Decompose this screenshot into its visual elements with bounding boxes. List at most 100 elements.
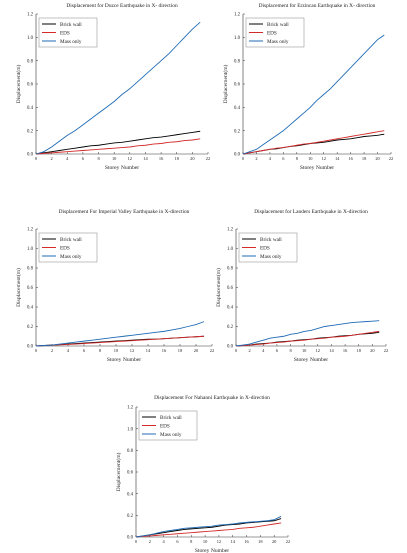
x-tick-label: 10 (302, 348, 307, 353)
x-tick-label: 10 (114, 348, 119, 353)
x-tick-label: 18 (258, 539, 263, 544)
legend-label: EDS (260, 245, 270, 251)
x-axis-label: Storey Number (105, 165, 139, 171)
x-tick-label: 2 (51, 156, 53, 161)
x-tick-label: 0 (235, 348, 238, 353)
x-tick-label: 22 (384, 348, 388, 353)
y-tick-label: 0.4 (227, 306, 234, 311)
legend-label: Brick wall (160, 415, 182, 421)
y-tick-label: 0.2 (27, 325, 34, 330)
y-tick-label: 1.0 (127, 427, 134, 432)
legend-label: EDS (60, 245, 70, 251)
y-tick-label: 0.4 (27, 306, 34, 311)
legend: Brick wall EDS Mass only (245, 17, 305, 48)
x-tick-label: 10 (308, 156, 313, 161)
x-tick-label: 20 (370, 348, 375, 353)
x-tick-label: 16 (159, 156, 164, 161)
x-tick-label: 8 (289, 348, 292, 353)
x-tick-label: 22 (210, 348, 214, 353)
x-axis-label: Storey Number (195, 548, 229, 553)
x-tick-label: 4 (66, 156, 69, 161)
series-line-eds (35, 335, 205, 347)
y-tick-label: 0.6 (27, 286, 34, 291)
chart-title: Displacement For Nahanni Earthquake in X… (154, 395, 270, 401)
series-line-eds (235, 330, 380, 347)
y-axis-label: Displacement(m) (115, 452, 122, 491)
y-tick-label: 0.6 (234, 83, 241, 88)
y-tick-label: 0.0 (234, 153, 241, 158)
y-tick-label: 0.6 (27, 83, 34, 88)
x-tick-label: 4 (163, 539, 166, 544)
x-axis-label: Storey Number (107, 357, 141, 363)
series-line-mass-only (35, 321, 205, 347)
chart-panel-4: Displacement for Landers Earthquake in X… (215, 208, 388, 363)
y-tick-label: 0.0 (27, 153, 34, 158)
x-tick-label: 2 (249, 348, 251, 353)
x-tick-label: 4 (269, 156, 272, 161)
x-tick-label: 2 (149, 539, 151, 544)
x-tick-label: 4 (262, 348, 265, 353)
legend: Brick wall EDS Mass only (238, 232, 298, 263)
legend-label: Brick wall (267, 22, 289, 28)
chart-title: Displacement for Landers Earthquake in X… (254, 208, 368, 215)
y-tick-label: 0.8 (227, 267, 234, 272)
y-tick-label: 0.6 (127, 471, 134, 476)
x-tick-label: 14 (143, 156, 148, 161)
legend: Brick wall EDS Mass only (38, 17, 98, 48)
series-line-mass-only (242, 34, 385, 155)
x-tick-label: 18 (357, 348, 362, 353)
y-tick-label: 0.0 (27, 345, 34, 350)
x-tick-label: 6 (82, 156, 85, 161)
x-axis-label: Storey Number (300, 165, 334, 171)
x-tick-label: 16 (244, 539, 249, 544)
x-tick-label: 12 (130, 348, 134, 353)
y-tick-label: 1.2 (227, 228, 234, 233)
legend-label: Mass only (267, 39, 289, 45)
legend-label: Mass only (160, 432, 182, 438)
chart-title: Displacement for Erzincan Earthquake in … (259, 2, 376, 9)
x-tick-label: 8 (97, 156, 100, 161)
y-tick-label: 0.4 (27, 106, 34, 111)
x-tick-label: 18 (362, 156, 367, 161)
y-tick-label: 0.2 (27, 129, 34, 134)
x-tick-label: 10 (203, 539, 208, 544)
legend-label: Brick wall (60, 22, 82, 28)
y-tick-label: 1.0 (234, 36, 241, 41)
chart-panel-5: Displacement For Nahanni Earthquake in X… (115, 395, 290, 553)
x-tick-label: 14 (329, 348, 334, 353)
y-axis-label: Displacement(m) (15, 268, 22, 307)
y-tick-label: 1.0 (27, 247, 34, 252)
legend-label: Brick wall (60, 237, 82, 243)
x-tick-label: 22 (206, 156, 210, 161)
x-tick-label: 6 (282, 156, 285, 161)
x-tick-label: 14 (335, 156, 340, 161)
x-tick-label: 22 (286, 539, 290, 544)
chart-title: Displacement for Duzce Earthquake in X- … (66, 2, 178, 9)
x-tick-label: 6 (276, 348, 279, 353)
y-tick-label: 0.2 (227, 325, 234, 330)
x-tick-label: 2 (255, 156, 257, 161)
y-tick-label: 1.2 (127, 406, 134, 411)
x-tick-label: 0 (242, 156, 245, 161)
x-tick-label: 18 (175, 156, 180, 161)
series-line-brick-wall (35, 130, 201, 155)
x-tick-label: 0 (35, 348, 38, 353)
legend: Brick wall EDS Mass only (38, 232, 98, 263)
legend-label: Mass only (60, 254, 82, 260)
series-line-brick-wall (135, 518, 282, 538)
y-tick-label: 0.2 (234, 129, 241, 134)
x-tick-label: 10 (112, 156, 117, 161)
x-tick-label: 6 (83, 348, 86, 353)
y-tick-label: 0.2 (127, 514, 134, 519)
x-tick-label: 8 (190, 539, 193, 544)
x-tick-label: 8 (296, 156, 299, 161)
y-axis-label: Displacement(m) (222, 64, 229, 103)
x-tick-label: 16 (348, 156, 353, 161)
legend-label: Brick wall (260, 237, 282, 243)
chart-panel-1: Displacement for Duzce Earthquake in X- … (15, 2, 210, 171)
x-tick-label: 22 (389, 156, 393, 161)
x-tick-label: 12 (128, 156, 132, 161)
x-tick-label: 8 (99, 348, 102, 353)
y-tick-label: 1.2 (234, 13, 241, 18)
